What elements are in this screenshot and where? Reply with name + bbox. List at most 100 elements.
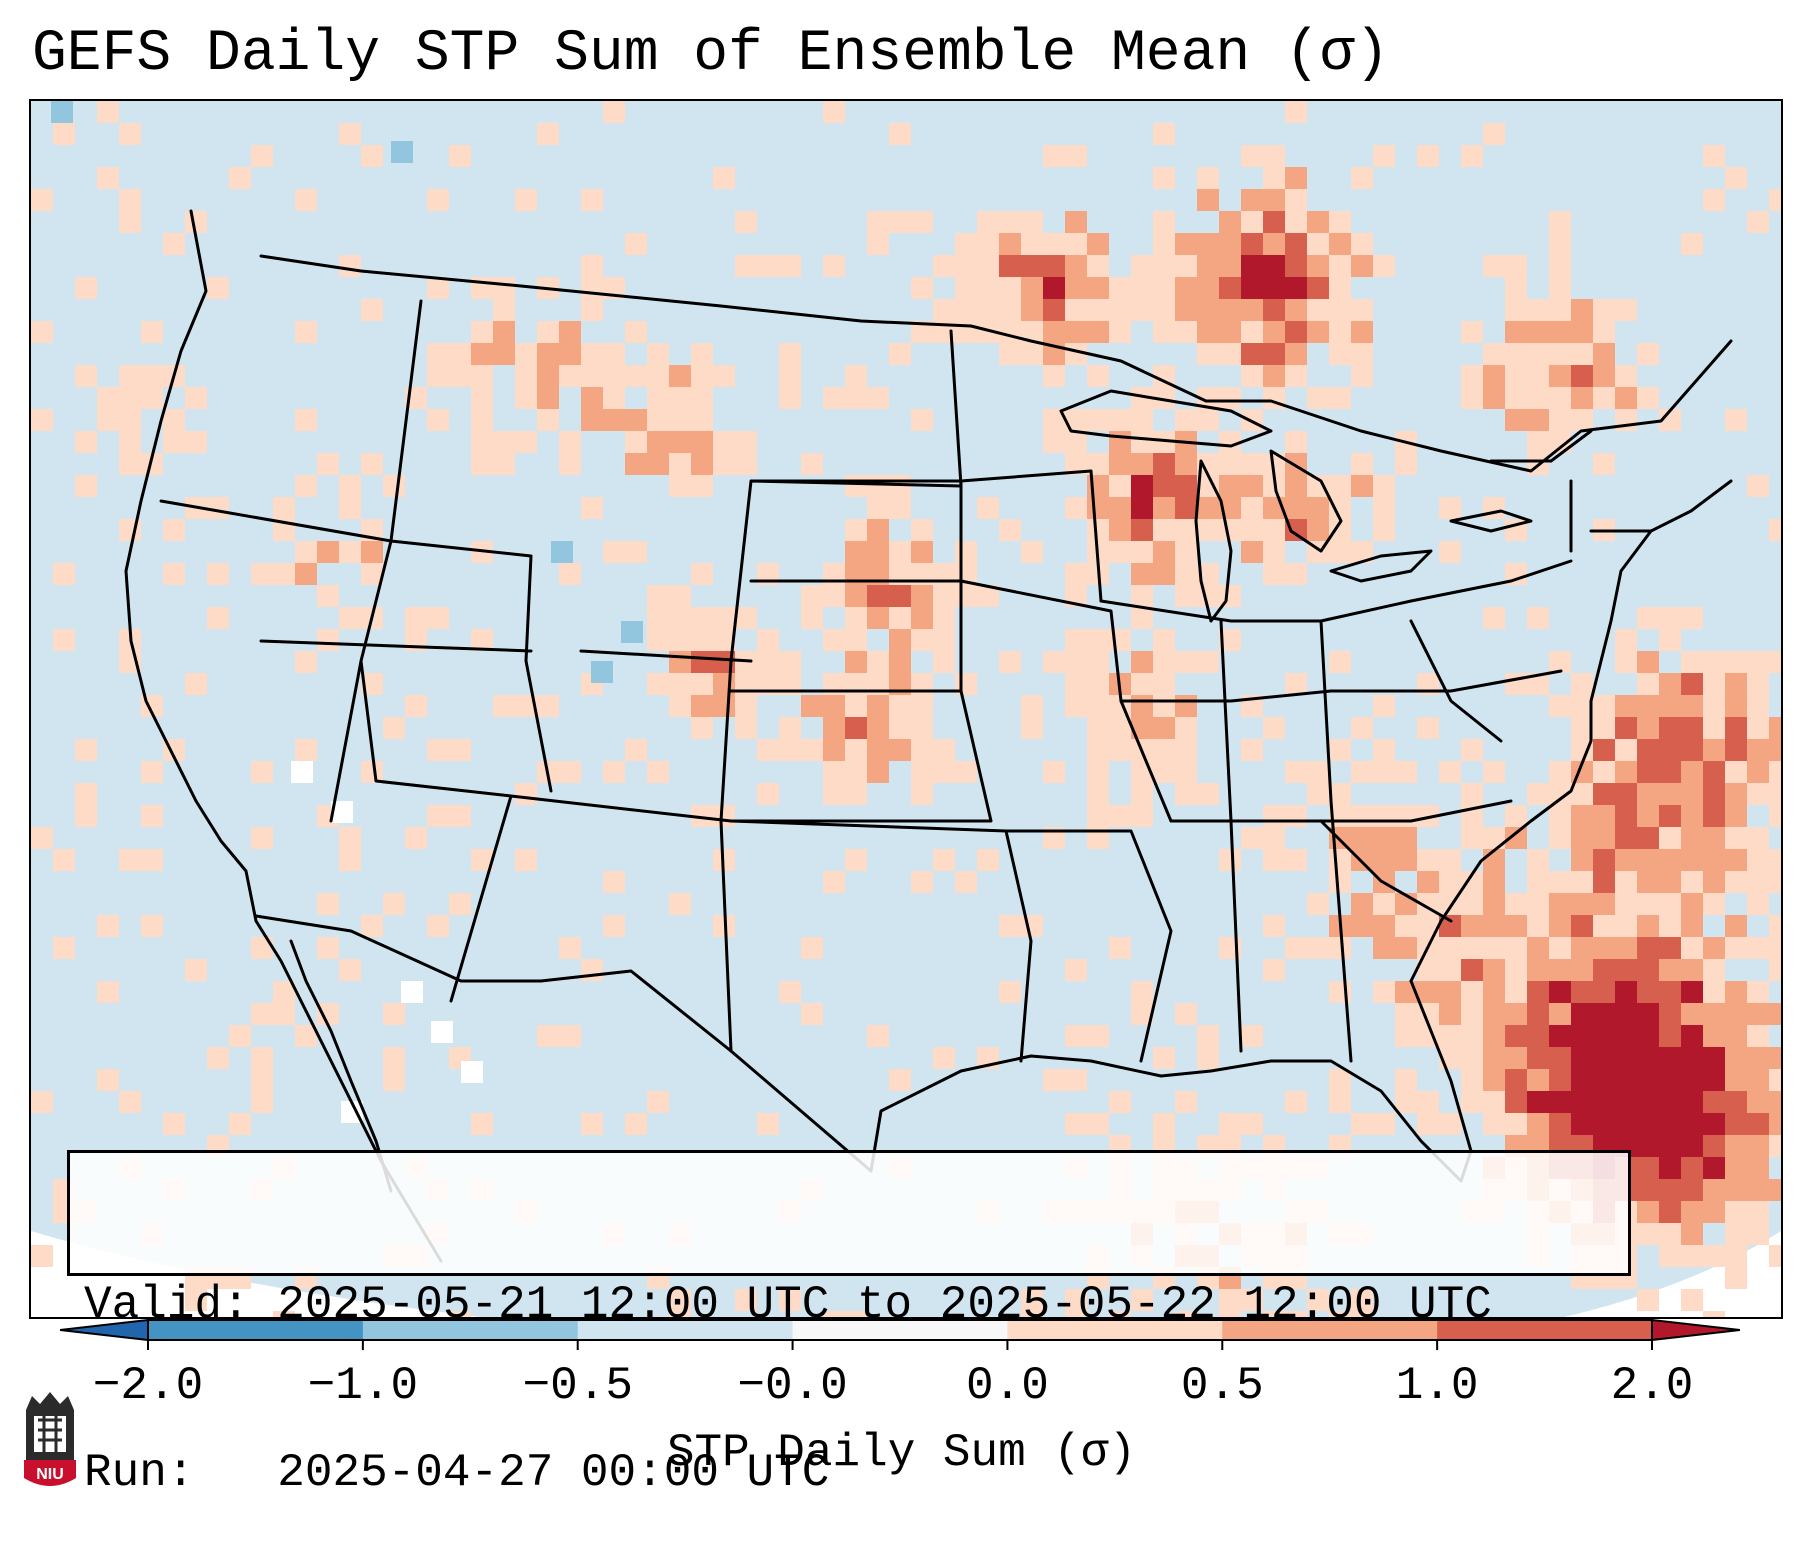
state-lines-east — [1099, 429, 1653, 1063]
anomaly-cell — [1153, 541, 1175, 563]
anomaly-cell — [405, 827, 427, 849]
anomaly-cell — [823, 783, 845, 805]
anomaly-cell — [1021, 695, 1043, 717]
anomaly-cell — [621, 621, 643, 643]
anomaly-cell — [1549, 959, 1571, 981]
anomaly-cell — [1725, 1135, 1747, 1157]
anomaly-cell — [1351, 255, 1373, 277]
anomaly-cell — [1681, 1201, 1703, 1223]
anomaly-cell — [1725, 871, 1747, 893]
anomaly-cell — [1175, 585, 1197, 607]
anomaly-cell — [1571, 981, 1593, 1003]
anomaly-cell — [1373, 1113, 1395, 1135]
anomaly-cell — [1329, 387, 1351, 409]
anomaly-cell — [1131, 695, 1153, 717]
anomaly-cell — [449, 145, 471, 167]
anomaly-cell — [405, 695, 427, 717]
anomaly-cell — [1461, 959, 1483, 981]
anomaly-cell — [1725, 981, 1747, 1003]
anomaly-cell — [1021, 1289, 1043, 1311]
anomaly-cell — [1373, 145, 1395, 167]
anomaly-cell — [1769, 1091, 1781, 1113]
anomaly-cell — [1659, 1113, 1681, 1135]
anomaly-cell — [1549, 1047, 1571, 1069]
anomaly-cell — [669, 893, 691, 915]
anomaly-cell — [251, 827, 273, 849]
anomaly-cell — [735, 717, 757, 739]
anomaly-cell — [1549, 695, 1571, 717]
anomaly-cell — [1571, 1113, 1593, 1135]
anomaly-cell — [1087, 519, 1109, 541]
anomaly-cell — [31, 189, 53, 211]
anomaly-cell — [1065, 695, 1087, 717]
anomaly-cell — [1769, 959, 1781, 981]
west-coastline — [124, 209, 443, 1263]
colorbar-tick-label: 0.5 — [1181, 1360, 1264, 1412]
anomaly-cell — [911, 409, 933, 431]
anomaly-cell — [1549, 1069, 1571, 1091]
anomaly-cell — [1615, 387, 1637, 409]
anomaly-cell — [1703, 145, 1725, 167]
anomaly-cell — [1285, 673, 1307, 695]
anomaly-cell — [1681, 1091, 1703, 1113]
anomaly-cell — [1483, 981, 1505, 1003]
anomaly-cell — [955, 255, 977, 277]
anomaly-cell — [801, 585, 823, 607]
anomaly-cell — [669, 629, 691, 651]
anomaly-cell — [977, 255, 999, 277]
anomaly-cell — [1747, 1003, 1769, 1025]
anomaly-cell — [889, 211, 911, 233]
anomaly-cell — [1373, 849, 1395, 871]
anomaly-cell — [845, 629, 867, 651]
anomaly-cell — [1197, 453, 1219, 475]
anomaly-cell — [1131, 717, 1153, 739]
anomaly-cell — [1065, 321, 1087, 343]
anomaly-cell — [1175, 277, 1197, 299]
anomaly-cell — [1109, 409, 1131, 431]
anomaly-cell — [1153, 233, 1175, 255]
anomaly-cell — [999, 299, 1021, 321]
anomaly-cell — [1549, 1113, 1571, 1135]
anomaly-cell — [361, 299, 383, 321]
anomaly-cell — [537, 321, 559, 343]
anomaly-cell — [1175, 761, 1197, 783]
anomaly-cell — [163, 233, 185, 255]
anomaly-cell — [1527, 365, 1549, 387]
anomaly-cell — [163, 1113, 185, 1135]
anomaly-cell — [1329, 871, 1351, 893]
anomaly-cell — [405, 607, 427, 629]
anomaly-cell — [1549, 343, 1571, 365]
anomaly-cell — [1373, 937, 1395, 959]
anomaly-cell — [1505, 299, 1527, 321]
anomaly-cell — [1109, 431, 1131, 453]
anomaly-cell — [1615, 871, 1637, 893]
anomaly-cell — [1747, 651, 1769, 673]
anomaly-cell — [999, 211, 1021, 233]
anomaly-cell — [1725, 167, 1747, 189]
anomaly-cell — [889, 123, 911, 145]
anomaly-cell — [1351, 167, 1373, 189]
anomaly-cell — [933, 849, 955, 871]
anomaly-cell — [1219, 519, 1241, 541]
anomaly-cell — [1065, 233, 1087, 255]
anomaly-cell — [1219, 321, 1241, 343]
anomaly-cell — [977, 497, 999, 519]
anomaly-cell — [75, 805, 97, 827]
anomaly-cell — [1571, 783, 1593, 805]
anomaly-cell — [1461, 893, 1483, 915]
anomaly-cell — [1153, 497, 1175, 519]
anomaly-cell — [449, 805, 471, 827]
anomaly-cell — [1153, 365, 1175, 387]
anomaly-cell — [1549, 277, 1571, 299]
anomaly-cell — [251, 1069, 273, 1091]
colorbar-ticks: −2.0 −1.0 −0.5 −0.0 0.0 0.5 1.0 2.0 — [93, 1340, 1693, 1412]
anomaly-cell — [1131, 387, 1153, 409]
anomaly-cell — [1153, 519, 1175, 541]
anomaly-cell — [1219, 629, 1241, 651]
anomaly-cell — [1175, 651, 1197, 673]
anomaly-cell — [691, 387, 713, 409]
anomaly-cell — [1065, 1289, 1087, 1311]
anomaly-cell — [1659, 607, 1681, 629]
anomaly-cell — [1065, 299, 1087, 321]
boundary-lines — [124, 209, 1733, 1263]
